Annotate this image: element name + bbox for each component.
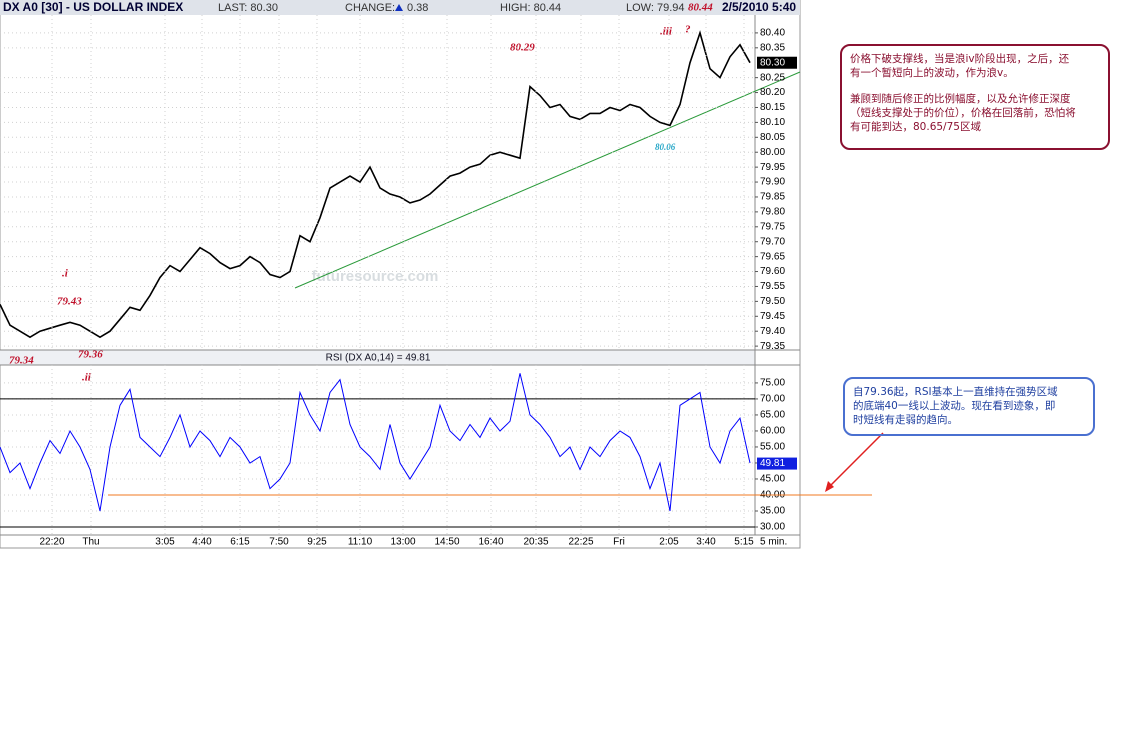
x-tick-label: 11:10 [348,537,373,548]
y-tick-label: 80.05 [760,132,785,143]
x-tick-label: 3:40 [696,537,716,548]
annotation: .i [62,268,69,280]
rsi-title: RSI (DX A0,14) = 49.81 [326,353,431,364]
x-tick-label: 22:25 [568,537,593,548]
note-line: （短线支撑处于的价位），价格在回落前，恐怕将 [850,107,1076,119]
y-tick-label: 79.75 [760,221,785,232]
note-line: 有可能到达，80.65/75区域 [850,121,981,133]
last: LAST: 80.30 [218,2,278,14]
annotation: 79.36 [78,349,103,361]
y-tick-label: 79.35 [760,341,785,352]
x-tick-label: 2:05 [659,537,679,548]
note-line: 自79.36起，RSI基本上一直维持在强势区域 [853,386,1058,398]
x-tick-label: 9:25 [307,537,327,548]
arrow [827,432,884,489]
y-tick-label: 45.00 [760,474,785,485]
y-tick-label: 79.65 [760,251,785,262]
last-value-box [757,457,797,470]
last-value-label: 80.30 [760,57,785,68]
last-value-box [757,56,797,69]
annotation: ? [685,24,691,36]
note-line: 时短线有走弱的趋向。 [853,414,958,426]
x-tick-label: Fri [613,537,625,548]
y-tick-label: 79.80 [760,207,785,218]
last-value-label: 49.81 [760,458,785,469]
y-tick-label: 79.45 [760,311,785,322]
annotation: 79.34 [9,355,34,367]
high: HIGH: 80.44 [500,2,561,14]
x-tick-label: 14:50 [434,537,459,548]
watermark: futuresource.com [312,268,439,285]
y-tick-label: 79.90 [760,177,785,188]
y-tick-label: 79.40 [760,326,785,337]
chart-frame [0,0,801,549]
annotation: 80.29 [510,42,535,54]
note: 价格下破支撑线，当是浪iv阶段出现，之后，还 有一个暂短向上的波动，作为浪v。 … [840,44,1110,150]
y-tick-label: 55.00 [760,442,785,453]
note-line: 价格下破支撑线，当是浪iv阶段出现，之后，还 [850,53,1070,65]
y-tick-label: 80.20 [760,87,785,98]
y-tick-label: 79.85 [760,192,785,203]
y-tick-label: 35.00 [760,506,785,517]
x-tick-label: 4:40 [192,537,212,548]
y-tick-label: 79.50 [760,296,785,307]
x-tick-label: 6:15 [230,537,250,548]
note-line: 有一个暂短向上的波动，作为浪v。 [850,67,1014,79]
y-tick-label: 65.00 [760,410,785,421]
annotation: 79.43 [57,296,82,308]
rsi-title-bar [0,350,755,365]
x-tick-label: 13:00 [390,537,415,548]
arrow-head [825,481,834,492]
change: 0.38 [407,2,428,14]
up-arrow [395,4,403,11]
y-tick-label: 80.00 [760,147,785,158]
y-tick-label: 80.25 [760,72,785,83]
y-tick-label: 80.40 [760,28,785,39]
y-tick-label: 80.10 [760,117,785,128]
y-tick-label: 75.00 [760,378,785,389]
y-tick-label: 30.00 [760,522,785,533]
x-tick-label: 22:20 [39,537,64,548]
x-tick-label: 20:35 [523,537,548,548]
datetime: 2/5/2010 5:40 [722,0,796,14]
x-tick-label: 7:50 [269,537,289,548]
y-tick-label: 79.60 [760,266,785,277]
annotation: 80.06 [655,142,676,152]
trend-line [294,71,801,289]
low: LOW: 79.94 [626,2,685,14]
note: 自79.36起，RSI基本上一直维持在强势区域 的底端40一线以上波动。现在看到… [843,377,1095,436]
x-tick-label: 3:05 [155,537,175,548]
x-tick-label: 16:40 [478,537,503,548]
annotation: .iii [660,26,673,38]
annotation: .ii [82,372,92,384]
note-line: 的底端40一线以上波动。现在看到迹象，即 [853,400,1056,412]
symbol: DX A0 [30] - US DOLLAR INDEX [3,0,183,14]
y-tick-label: 79.70 [760,236,785,247]
y-tick-label: 79.95 [760,162,785,173]
y-tick-label: 80.15 [760,102,785,113]
y-tick-label: 60.00 [760,426,785,437]
change-label: CHANGE: [345,2,395,14]
note-line: 兼顾到随后修正的比例幅度，以及允许修正深度 [850,93,1071,105]
series-line [0,30,751,339]
x-unit: 5 min. [760,537,787,548]
y-tick-label: 70.00 [760,394,785,405]
x-tick-label: Thu [82,537,99,548]
x-tick-label: 5:15 [734,537,754,548]
y-tick-label: 80.35 [760,42,785,53]
low-mark: 80.44 [688,2,713,14]
series-line [0,373,751,512]
y-tick-label: 79.55 [760,281,785,292]
